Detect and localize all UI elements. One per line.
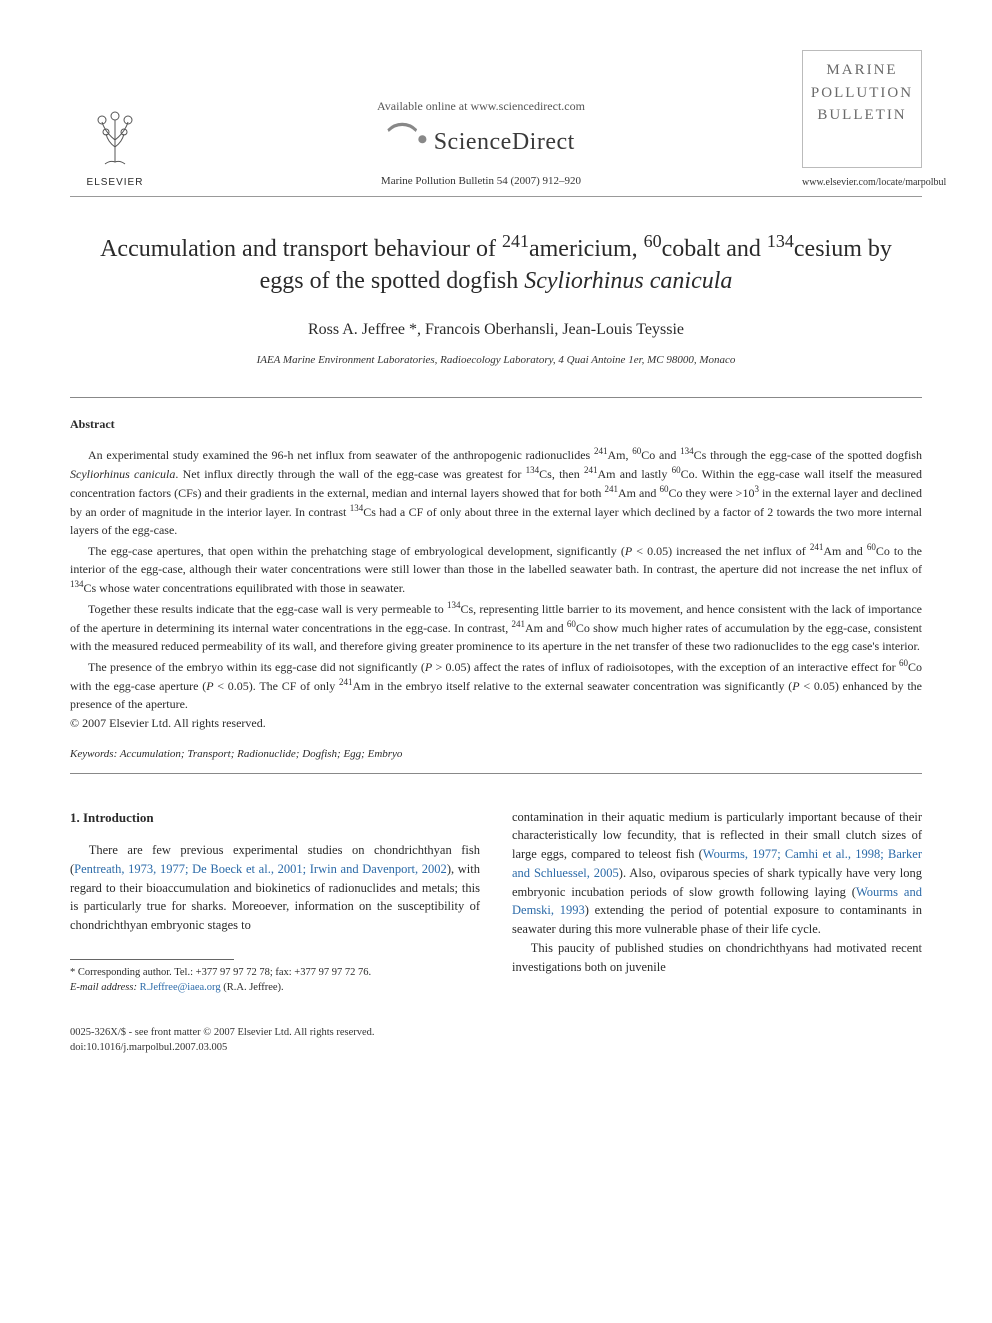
body-paragraph: This paucity of published studies on cho… xyxy=(512,939,922,977)
email-link[interactable]: R.Jeffree@iaea.org xyxy=(137,982,221,993)
keywords-line: Keywords: Accumulation; Transport; Radio… xyxy=(70,747,922,763)
email-suffix: (R.A. Jeffree). xyxy=(221,982,284,993)
abstract-copyright: © 2007 Elsevier Ltd. All rights reserved… xyxy=(70,715,922,732)
keywords-text: Accumulation; Transport; Radionuclide; D… xyxy=(117,748,402,760)
header-center: Available online at www.sciencedirect.co… xyxy=(160,98,802,190)
elsevier-label: ELSEVIER xyxy=(70,176,160,191)
article-affiliation: IAEA Marine Environment Laboratories, Ra… xyxy=(70,353,922,369)
abstract-rule-top xyxy=(70,397,922,398)
sciencedirect-wordmark: ScienceDirect xyxy=(434,125,575,160)
footnote-tel-fax: * Corresponding author. Tel.: +377 97 97… xyxy=(70,966,480,981)
footer-copyright: 0025-326X/$ - see front matter © 2007 El… xyxy=(70,1025,922,1040)
footnote-email-line: E-mail address: R.Jeffree@iaea.org (R.A.… xyxy=(70,981,480,996)
available-online-text: Available online at www.sciencedirect.co… xyxy=(180,98,782,115)
journal-cover-block: MARINE POLLUTION BULLETIN www.elsevier.c… xyxy=(802,50,922,190)
journal-url: www.elsevier.com/locate/marpolbul xyxy=(802,176,922,191)
body-paragraph: There are few previous experimental stud… xyxy=(70,841,480,935)
header-rule xyxy=(70,196,922,197)
elsevier-logo-block: ELSEVIER xyxy=(70,102,160,191)
journal-cover-title: MARINE POLLUTION BULLETIN xyxy=(802,50,922,168)
abstract-paragraph: The presence of the embryo within its eg… xyxy=(70,657,922,713)
keywords-label: Keywords: xyxy=(70,748,117,760)
page-footer: 0025-326X/$ - see front matter © 2007 El… xyxy=(70,1025,922,1055)
abstract-paragraph: An experimental study examined the 96-h … xyxy=(70,445,922,539)
journal-cover-line: MARINE xyxy=(807,59,917,82)
abstract-paragraph: The egg-case apertures, that open within… xyxy=(70,541,922,597)
article-title: Accumulation and transport behaviour of … xyxy=(100,229,892,298)
section-heading-intro: 1. Introduction xyxy=(70,808,480,828)
body-paragraph: contamination in their aquatic medium is… xyxy=(512,808,922,939)
journal-cover-line: BULLETIN xyxy=(807,104,917,127)
abstract-rule-bottom xyxy=(70,773,922,774)
page-header: ELSEVIER Available online at www.science… xyxy=(70,50,922,190)
citation-link[interactable]: Pentreath, 1973, 1977; De Boeck et al., … xyxy=(74,862,447,876)
right-column: contamination in their aquatic medium is… xyxy=(512,808,922,996)
left-column: 1. Introduction There are few previous e… xyxy=(70,808,480,996)
journal-cover-line: POLLUTION xyxy=(807,82,917,105)
article-authors: Ross A. Jeffree *, Francois Oberhansli, … xyxy=(70,318,922,341)
abstract-heading: Abstract xyxy=(70,416,922,433)
elsevier-tree-icon xyxy=(80,102,150,172)
sciencedirect-logo: ⌒• ScienceDirect xyxy=(180,125,782,160)
journal-reference: Marine Pollution Bulletin 54 (2007) 912–… xyxy=(180,174,782,190)
body-columns: 1. Introduction There are few previous e… xyxy=(70,808,922,996)
sciencedirect-swoosh-icon: ⌒• xyxy=(387,131,428,149)
email-label: E-mail address: xyxy=(70,982,137,993)
footnote-rule xyxy=(70,959,234,960)
footer-doi: doi:10.1016/j.marpolbul.2007.03.005 xyxy=(70,1040,922,1055)
abstract-paragraph: Together these results indicate that the… xyxy=(70,599,922,655)
corresponding-author-footnote: * Corresponding author. Tel.: +377 97 97… xyxy=(70,966,480,995)
